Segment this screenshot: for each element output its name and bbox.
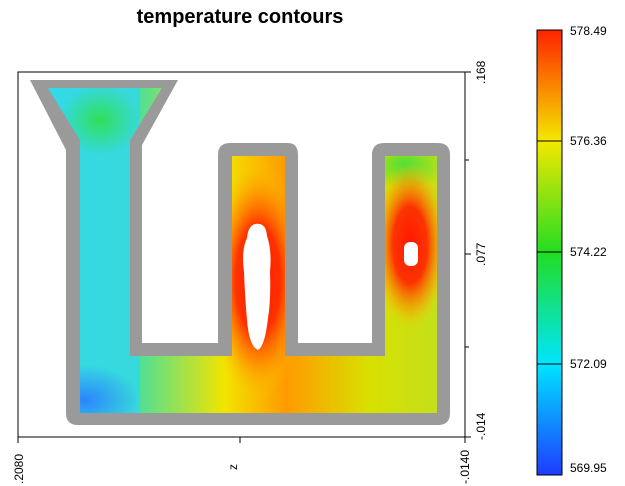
colorbar-label: 574.22: [570, 245, 607, 259]
axis-ticks: [17, 71, 471, 443]
void-middle: [243, 223, 271, 350]
temperature-field: [48, 88, 437, 413]
y-tick-label: -.014: [474, 412, 488, 440]
x-tick-label: -.0140: [458, 449, 472, 484]
colorbar-label: 572.09: [570, 357, 607, 371]
y-tick-label: .077: [474, 242, 488, 266]
y-tick-label: .168: [474, 60, 488, 84]
x-tick-label: .2080: [12, 453, 26, 484]
x-axis-label: z: [226, 464, 240, 470]
chart-title: temperature contours: [136, 6, 344, 28]
void-right: [404, 242, 418, 266]
colorbar-label: 576.36: [570, 134, 607, 148]
colorbar-label-max: 578.49: [570, 24, 607, 38]
colorbar-label-min: 569.95: [570, 461, 607, 475]
colorbar-ticks: [537, 140, 562, 365]
